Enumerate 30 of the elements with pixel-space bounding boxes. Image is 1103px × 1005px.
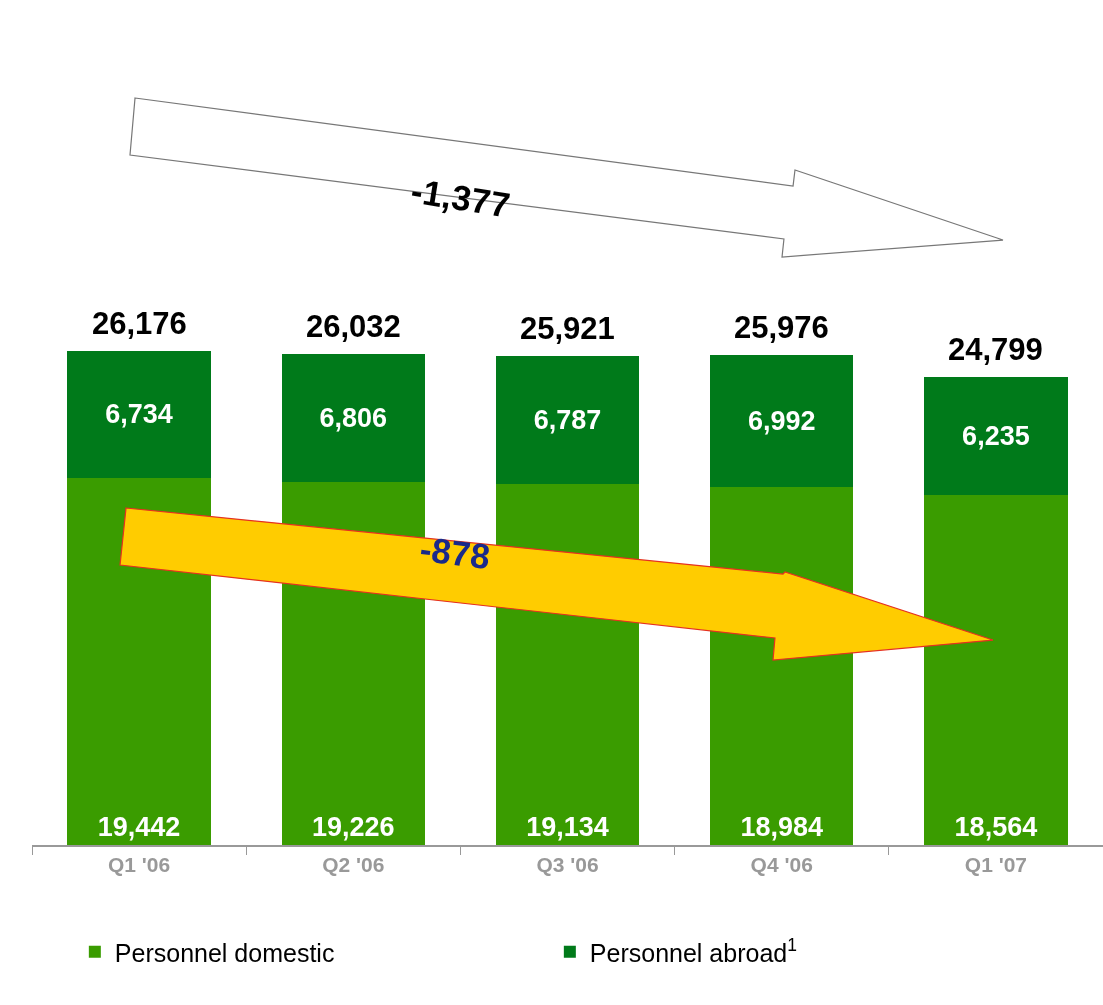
- total-label: 24,799: [948, 332, 1043, 367]
- x-tick-label: Q4 '06: [750, 853, 813, 877]
- data-label: 18,564: [954, 812, 1038, 842]
- data-label: 6,787: [533, 404, 602, 435]
- bar: [924, 494, 1068, 845]
- total-label: 25,976: [734, 310, 829, 345]
- total-label: 26,032: [306, 309, 401, 344]
- x-tick-label: Q3 '06: [536, 853, 599, 877]
- bar: [67, 350, 211, 478]
- bar: [281, 353, 426, 483]
- data-label: 6,235: [962, 420, 1030, 451]
- data-label: 19,134: [526, 812, 609, 842]
- bar: [709, 354, 854, 487]
- x-tick-label: Q1 '06: [108, 853, 171, 877]
- total-label: 26,176: [92, 306, 187, 341]
- total-label: 25,921: [520, 311, 615, 346]
- annotation: -878: [417, 528, 493, 577]
- bar: [924, 376, 1068, 495]
- x-tick-label: Q1 '07: [964, 853, 1027, 877]
- data-label: 6,806: [319, 402, 388, 433]
- data-label: 6,992: [747, 405, 816, 436]
- data-label: 19,442: [97, 812, 181, 842]
- legend-label: Personnel domestic: [114, 938, 335, 967]
- data-label: 6,734: [105, 399, 173, 430]
- x-tick-label: Q2 '06: [322, 853, 385, 877]
- text: -1,377: [408, 170, 513, 225]
- legend-label: Personnel abroad$^{1}$: [589, 935, 797, 967]
- data-label: 18,984: [740, 812, 823, 842]
- data-label: 19,226: [312, 812, 395, 842]
- bar: [495, 355, 640, 484]
